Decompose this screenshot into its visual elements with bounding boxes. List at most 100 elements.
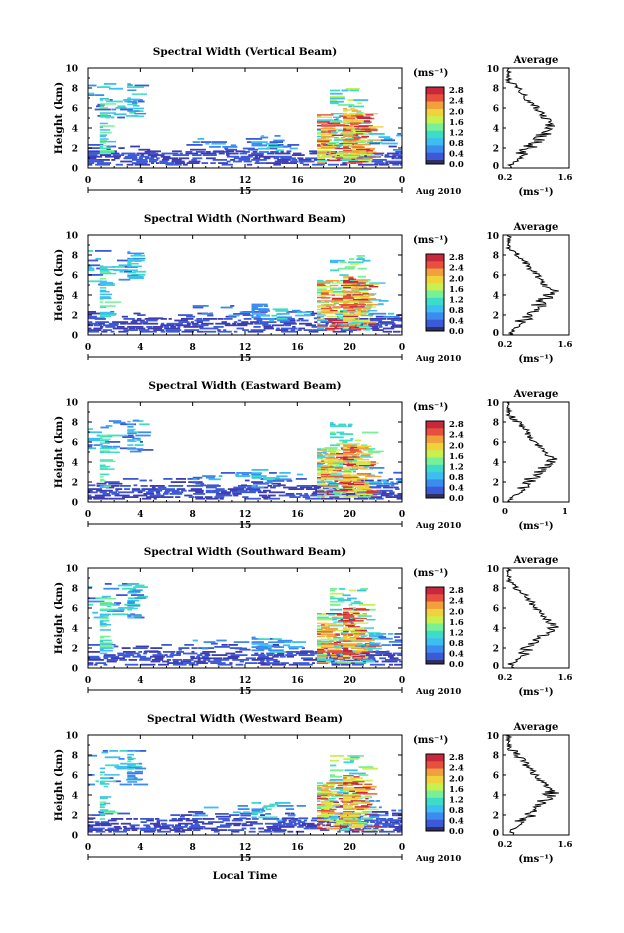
- heatmap-cell: [353, 99, 369, 101]
- avg-y-tick-label: 8: [493, 252, 499, 262]
- heatmap-cell: [260, 652, 265, 655]
- heatmap-cell: [373, 824, 380, 827]
- colorbar-swatch: [426, 775, 444, 784]
- heatmap-cell: [361, 135, 369, 138]
- heatmap-cell: [288, 821, 296, 823]
- heatmap-cell: [88, 317, 105, 320]
- heatmap-cell: [99, 293, 112, 296]
- heatmap-cell: [348, 626, 361, 628]
- heatmap-cell: [217, 330, 232, 333]
- heatmap-cell: [351, 284, 367, 286]
- heatmap-cell: [153, 497, 157, 500]
- heatmap-cell: [378, 136, 391, 138]
- heatmap-cell: [364, 783, 373, 785]
- heatmap-cell: [252, 313, 266, 315]
- heatmap-cell: [356, 132, 366, 134]
- x-tick-label: 0: [85, 176, 91, 186]
- heatmap-cell: [88, 267, 95, 270]
- heatmap-cell: [88, 662, 94, 664]
- heatmap-cell: [361, 830, 378, 833]
- heatmap-cell: [283, 486, 298, 489]
- heatmap-cell: [286, 655, 294, 658]
- heatmap-cell: [368, 326, 379, 328]
- heatmap-cell: [324, 447, 338, 449]
- colorbar-tick-label: 0.0: [449, 494, 464, 504]
- avg-x-tick-label: 1.6: [558, 840, 573, 850]
- heatmap-cell: [149, 479, 153, 482]
- heatmap-cell: [325, 310, 338, 312]
- heatmap-cell: [226, 152, 239, 155]
- heatmap-cell: [353, 122, 371, 124]
- heatmap-cell: [353, 631, 368, 633]
- heatmap-cell: [99, 467, 108, 469]
- heatmap-cell: [132, 647, 148, 649]
- heatmap-cell: [328, 455, 334, 457]
- heatmap-cell: [356, 789, 370, 791]
- heatmap-cell: [327, 319, 344, 321]
- heatmap-cell: [369, 319, 383, 322]
- colorbar-swatch: [426, 819, 444, 828]
- heatmap-cell: [368, 286, 379, 288]
- heatmap-cell: [259, 311, 268, 313]
- heatmap-cell: [395, 151, 402, 153]
- heatmap-cell: [363, 128, 378, 130]
- heatmap-cell: [127, 750, 140, 752]
- heatmap-cell: [329, 325, 339, 327]
- heatmap-cell: [119, 659, 127, 661]
- heatmap-cell: [355, 151, 367, 153]
- heatmap-cell: [102, 493, 111, 495]
- heatmap-cell: [164, 654, 168, 656]
- heatmap-cell: [263, 157, 271, 160]
- heatmap-cell: [298, 318, 304, 320]
- heatmap-cell: [156, 162, 160, 164]
- heatmap-cell: [160, 322, 165, 325]
- heatmap-cell: [117, 654, 135, 656]
- heatmap-cell: [114, 602, 122, 604]
- heatmap-cell: [278, 494, 296, 497]
- heatmap-cell: [99, 486, 109, 489]
- heatmap-cell: [353, 657, 362, 659]
- heatmap-cell: [111, 159, 116, 161]
- colorbar-tick-label: 1.6: [449, 118, 464, 128]
- y-tick-label: 2: [72, 312, 78, 322]
- heatmap-cell: [263, 327, 274, 330]
- heatmap-cell: [360, 468, 374, 470]
- heatmap-cell: [375, 652, 386, 654]
- heatmap-cell: [322, 786, 335, 788]
- x-tick-label: 0: [399, 176, 405, 186]
- heatmap-cell: [361, 444, 368, 447]
- heatmap-cell: [99, 271, 112, 273]
- heatmap-cell: [111, 493, 120, 495]
- heatmap-cell: [343, 139, 349, 141]
- heatmap-cell: [138, 100, 145, 103]
- heatmap-cell: [320, 312, 335, 315]
- heatmap-cell: [369, 486, 381, 488]
- heatmap-cell: [320, 624, 325, 626]
- y-tick-label: 4: [72, 292, 78, 302]
- colorbar-tick-label: 1.2: [449, 795, 464, 805]
- heatmap-cell: [251, 485, 257, 487]
- heatmap-cell: [317, 448, 322, 450]
- heatmap-cell: [353, 824, 365, 826]
- heatmap-cell: [219, 497, 224, 500]
- x-tick-label: 0: [85, 676, 91, 686]
- heatmap-cell: [343, 479, 357, 481]
- heatmap-cell: [287, 646, 304, 648]
- heatmap-cell: [339, 439, 353, 442]
- heatmap-cell: [355, 114, 363, 116]
- heatmap-cell: [357, 615, 372, 617]
- heatmap-cell: [254, 652, 259, 655]
- heatmap-cell: [330, 121, 346, 123]
- heatmap-cell: [394, 639, 402, 642]
- average-profile-line: [505, 401, 558, 503]
- heatmap-cell: [328, 153, 333, 156]
- heatmap-cell: [343, 472, 352, 474]
- heatmap-cell: [127, 607, 138, 610]
- heatmap-cell: [317, 792, 334, 794]
- month-year-label: Aug 2010: [415, 354, 461, 364]
- heatmap-cell: [368, 152, 385, 154]
- heatmap-cell: [112, 445, 121, 448]
- heatmap-cell: [288, 663, 298, 666]
- y-tick-label: 10: [65, 565, 78, 575]
- average-profile-line: [505, 567, 559, 669]
